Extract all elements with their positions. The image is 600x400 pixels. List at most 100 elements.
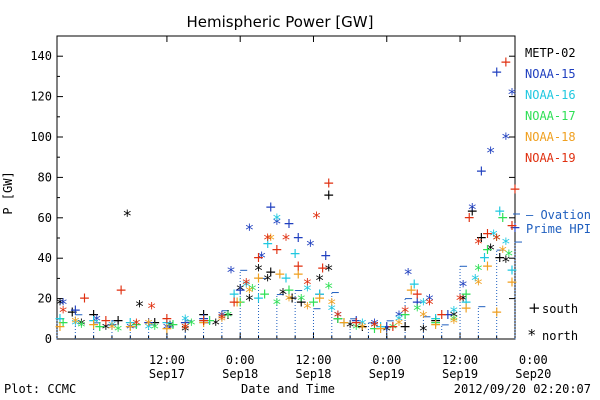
marker-north: * (126, 319, 134, 338)
marker-south: + (332, 311, 344, 327)
marker-south: + (381, 319, 393, 335)
marker-north: * (328, 301, 336, 320)
marker-north: * (181, 321, 189, 340)
marker-south: + (149, 315, 161, 331)
marker-north: * (306, 236, 314, 255)
marker-south: + (323, 188, 335, 204)
marker-south: + (375, 321, 387, 337)
marker-south: + (476, 230, 488, 246)
marker-north: * (334, 307, 342, 326)
marker-south: + (198, 313, 210, 329)
marker-south: + (204, 313, 216, 329)
marker-south: + (265, 264, 277, 280)
marker-south: + (143, 315, 155, 331)
marker-south: + (460, 287, 472, 303)
marker-north: * (285, 291, 293, 310)
marker-north: * (181, 311, 189, 330)
marker-south: + (231, 295, 243, 311)
legend-entry-noaa-19: NOAA-19 (525, 151, 576, 165)
marker-south: + (280, 270, 292, 286)
marker-north: * (413, 301, 421, 320)
marker-north: * (328, 295, 336, 314)
marker-south: + (161, 321, 173, 337)
marker-south: + (466, 204, 478, 220)
legend-marker-symbol: + (528, 299, 541, 317)
marker-north: * (218, 309, 226, 328)
marker-north: * (426, 295, 434, 314)
marker-north: * (358, 319, 366, 338)
marker-south: + (88, 313, 100, 329)
marker-north: * (59, 295, 67, 314)
marker-south: + (494, 250, 506, 266)
marker-north: * (77, 315, 85, 334)
marker-north: * (279, 285, 287, 304)
x-tick-label-time: 12:00 (442, 353, 478, 367)
marker-south: + (387, 319, 399, 335)
marker-north: * (218, 307, 226, 326)
marker-south: + (124, 319, 136, 335)
marker-north: * (450, 313, 458, 332)
marker-north: * (493, 230, 501, 249)
x-tick-label-date: Sep17 (149, 367, 185, 381)
marker-south: + (430, 315, 442, 331)
marker-south: + (228, 295, 240, 311)
marker-south: + (314, 287, 326, 303)
marker-north: * (459, 276, 467, 295)
marker-south: + (198, 315, 210, 331)
marker-south: + (222, 307, 234, 323)
marker-south: + (295, 295, 307, 311)
marker-south: + (509, 182, 521, 198)
marker-south: + (308, 295, 320, 311)
marker-south: + (228, 287, 240, 303)
marker-north: * (459, 291, 467, 310)
marker-south: + (482, 258, 494, 274)
marker-north: * (389, 319, 397, 338)
marker-north: * (346, 317, 354, 336)
marker-south: + (292, 266, 304, 282)
marker-north: * (383, 321, 391, 340)
marker-south: + (161, 315, 173, 331)
marker-north: * (401, 303, 409, 322)
marker-north: * (316, 270, 324, 289)
marker-north: * (258, 248, 266, 267)
marker-north: * (450, 311, 458, 330)
legend-entry-noaa-16: NOAA-16 (525, 88, 576, 102)
marker-north: * (145, 315, 153, 334)
marker-north: * (303, 281, 311, 300)
marker-south: + (198, 311, 210, 327)
marker-south: + (283, 216, 295, 232)
marker-north: * (273, 210, 281, 229)
marker-north: * (255, 260, 263, 279)
x-tick-label-time: 12:00 (295, 353, 331, 367)
marker-south: + (259, 287, 271, 303)
marker-north: * (264, 230, 272, 249)
marker-south: + (476, 163, 488, 179)
marker-north: * (371, 317, 379, 336)
marker-south: + (323, 175, 335, 191)
y-tick-label: 100 (30, 130, 52, 144)
marker-north: * (303, 274, 311, 293)
marker-south: + (506, 274, 518, 290)
marker-south: + (338, 315, 350, 331)
marker-north: * (395, 307, 403, 326)
marker-south: + (463, 210, 475, 226)
marker-north: * (108, 317, 116, 336)
marker-south: + (460, 295, 472, 311)
marker-north: * (505, 246, 513, 265)
marker-north: * (148, 299, 156, 318)
legend-entry-noaa-17: NOAA-17 (525, 109, 576, 123)
marker-north: * (456, 291, 464, 310)
marker-south: + (234, 295, 246, 311)
marker-south: + (54, 319, 66, 335)
marker-north: * (264, 270, 272, 289)
marker-south: + (405, 283, 417, 299)
marker-north: * (236, 281, 244, 300)
marker-north: * (181, 319, 189, 338)
marker-south: + (482, 242, 494, 258)
plot-frame (56, 35, 516, 340)
marker-south: + (271, 242, 283, 258)
marker-north: * (334, 307, 342, 326)
marker-south: + (375, 319, 387, 335)
marker-north: * (245, 220, 253, 239)
marker-south: + (482, 226, 494, 242)
